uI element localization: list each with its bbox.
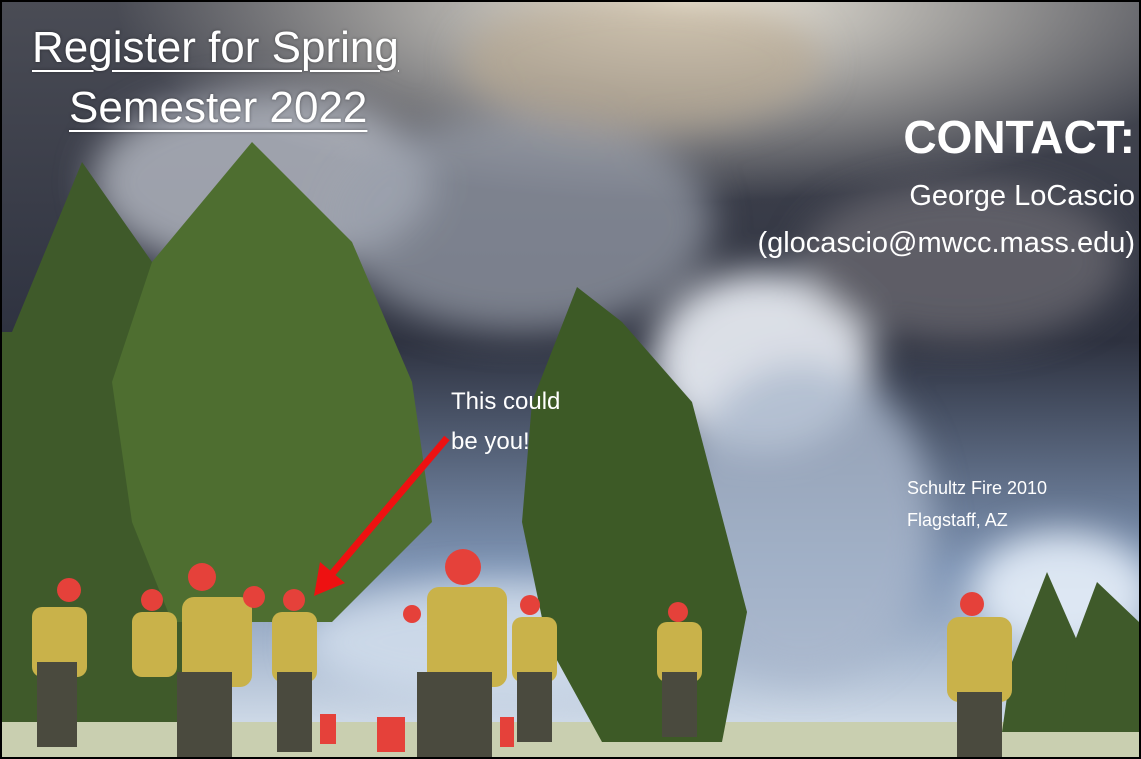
contact-name: George LoCascio xyxy=(909,182,1135,211)
caption-line: Schultz Fire 2010 xyxy=(907,479,1047,497)
contact-heading: CONTACT: xyxy=(903,114,1135,160)
slide: Register for Spring Semester 2022 CONTAC… xyxy=(0,0,1141,759)
caption-line: Flagstaff, AZ xyxy=(907,511,1008,529)
callout-line: This could xyxy=(451,390,560,414)
title-line: Semester 2022 xyxy=(69,86,367,130)
callout-line: be you! xyxy=(451,430,530,454)
title-line: Register for Spring xyxy=(32,26,399,70)
contact-email: (glocascio@mwcc.mass.edu) xyxy=(757,229,1135,258)
